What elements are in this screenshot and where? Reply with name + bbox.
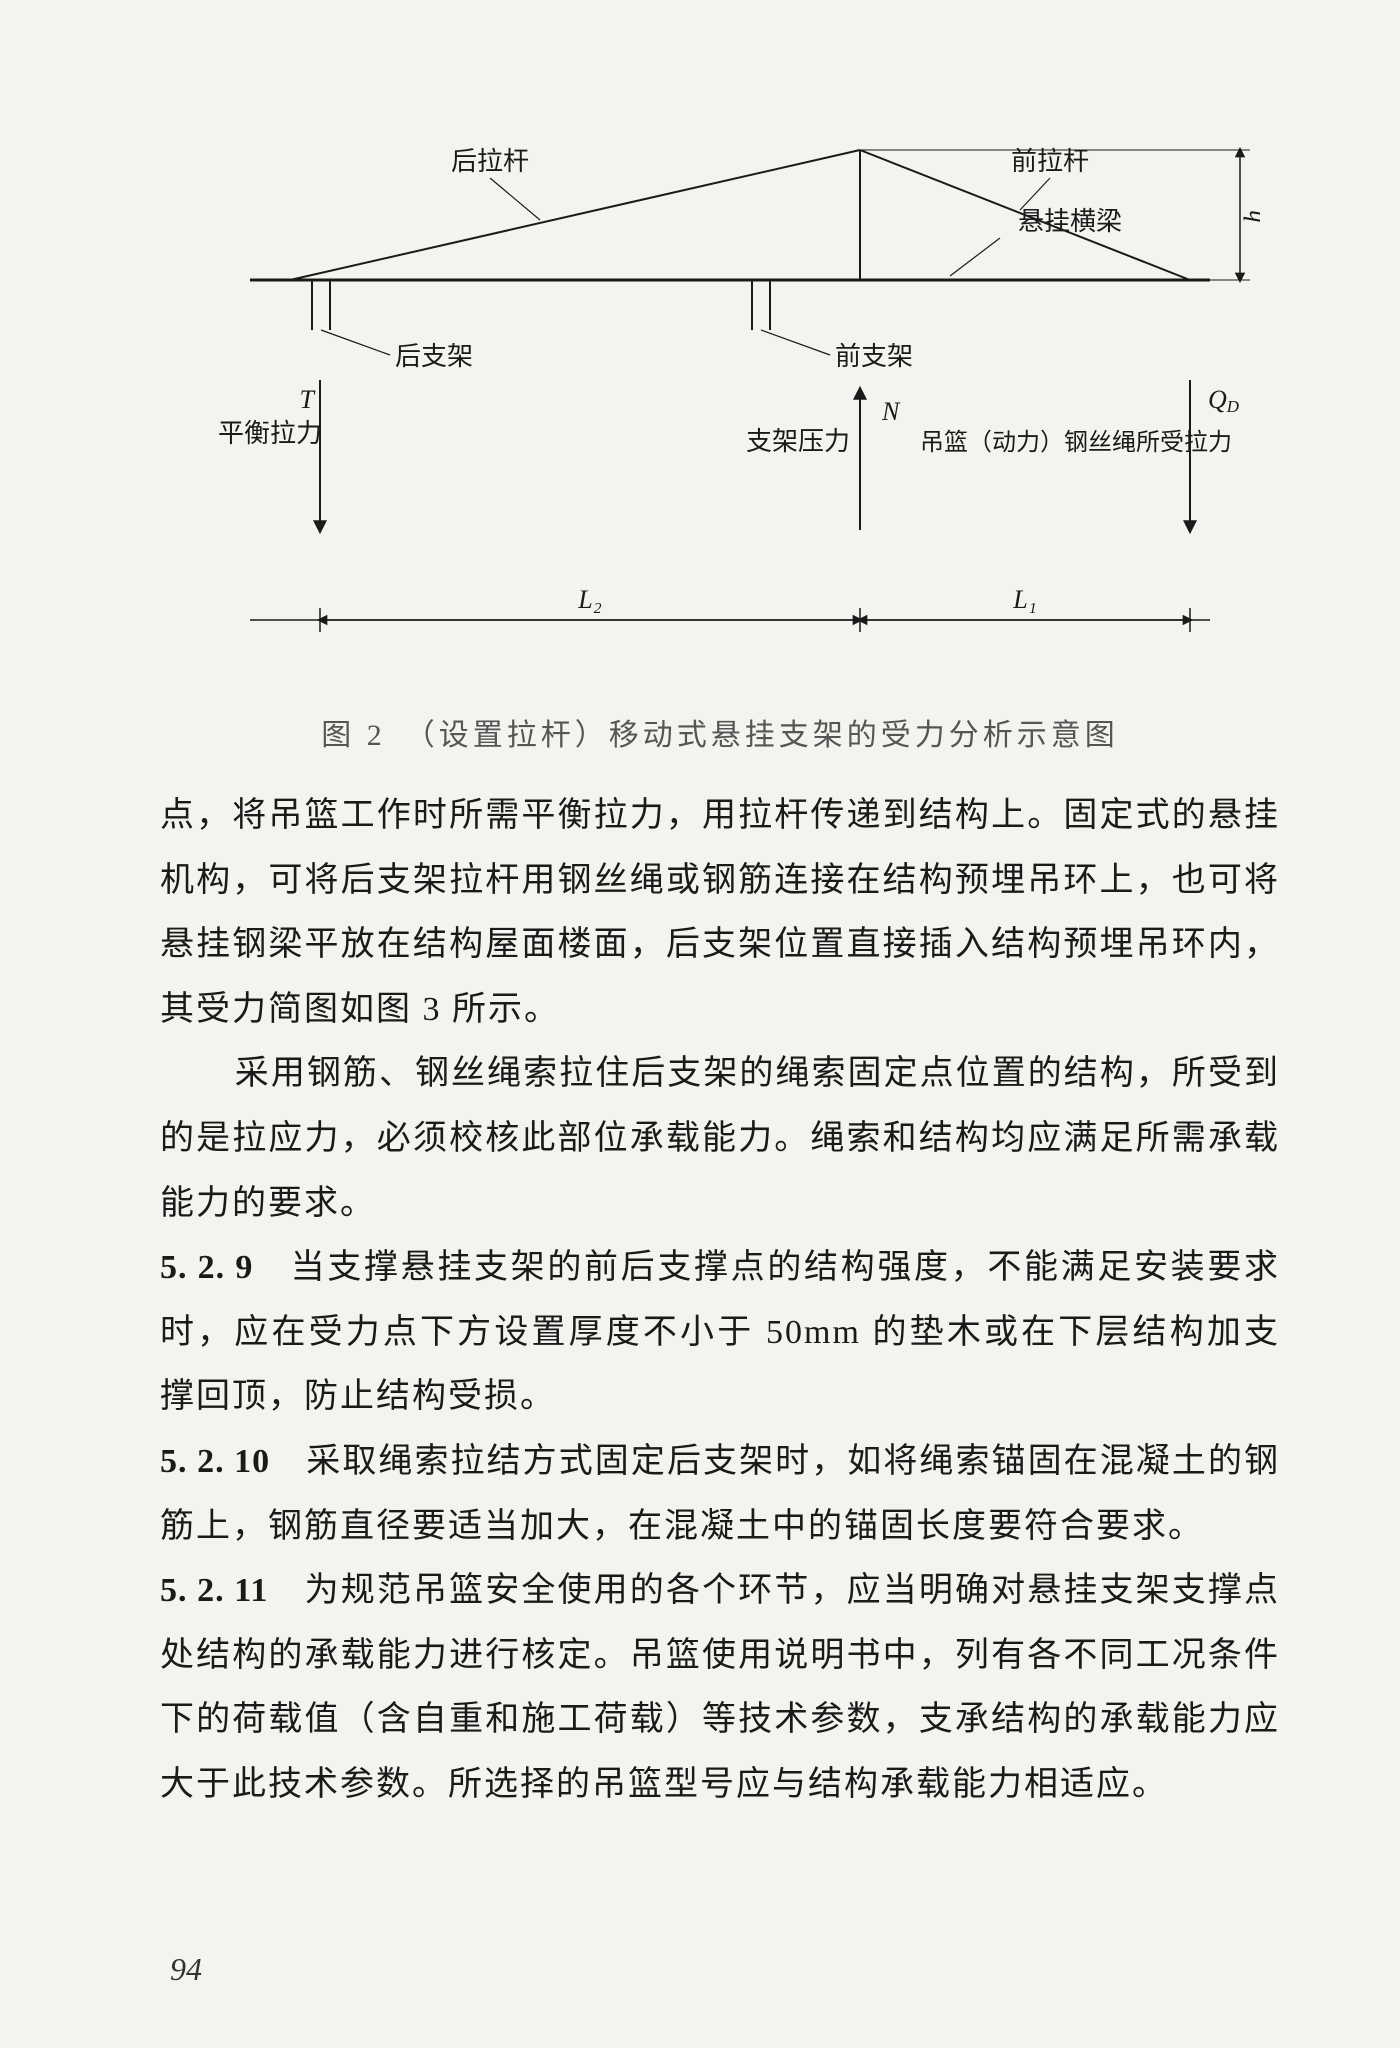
figure-2-diagram: h 后拉杆 前拉杆悬挂横梁后支架 前支架 T 平衡拉力 N 支架压力 QD 吊篮（动力）钢丝绳所受…	[180, 120, 1260, 680]
label-hang-beam: 悬挂横梁	[1018, 207, 1122, 236]
symbol-QD: QD	[1208, 385, 1239, 416]
page-number: 94	[170, 1951, 202, 1988]
label-rear-support: 后支架	[395, 342, 473, 371]
dim-L2-label: L₂	[577, 585, 602, 614]
label-N: 支架压力	[746, 427, 850, 456]
label-QD: 吊篮（动力）钢丝绳所受拉力	[920, 429, 1232, 456]
section-number: 5. 2. 9	[160, 1249, 253, 1286]
section-5-2-10: 5. 2. 10 采取绳索拉结方式固定后支架时，如将绳索锚固在混凝土的钢筋上，钢…	[160, 1430, 1280, 1559]
dim-h-label: h	[1239, 210, 1260, 223]
section-text: 当支撑悬挂支架的前后支撑点的结构强度，不能满足安装要求时，应在受力点下方设置厚度…	[160, 1249, 1280, 1415]
symbol-N: N	[881, 397, 901, 426]
label-front-support: 前支架	[835, 342, 913, 371]
diagram-svg: h 后拉杆 前拉杆悬挂横梁后支架 前支架 T 平衡拉力 N 支架压力 QD 吊篮（动力）钢丝绳所受…	[180, 120, 1260, 680]
label-T: 平衡拉力	[218, 419, 322, 448]
section-number: 5. 2. 10	[160, 1443, 270, 1480]
paragraph: 采用钢筋、钢丝绳索拉住后支架的绳索固定点位置的结构，所受到的是拉应力，必须校核此…	[160, 1042, 1280, 1236]
section-5-2-11: 5. 2. 11 为规范吊篮安全使用的各个环节，应当明确对悬挂支架支撑点处结构的…	[160, 1559, 1280, 1817]
dim-L1-label: L₁	[1012, 585, 1037, 614]
body-text: 点，将吊篮工作时所需平衡拉力，用拉杆传递到结构上。固定式的悬挂机构，可将后支架拉…	[160, 784, 1280, 1818]
label-rear-rod: 后拉杆	[451, 147, 529, 176]
section-text: 为规范吊篮安全使用的各个环节，应当明确对悬挂支架支撑点处结构的承载能力进行核定。…	[160, 1572, 1280, 1803]
symbol-T: T	[300, 385, 316, 414]
page: h 后拉杆 前拉杆悬挂横梁后支架 前支架 T 平衡拉力 N 支架压力 QD 吊篮（动力）钢丝绳所受…	[0, 0, 1400, 2048]
paragraph-continuation: 点，将吊篮工作时所需平衡拉力，用拉杆传递到结构上。固定式的悬挂机构，可将后支架拉…	[160, 784, 1280, 1042]
label-front-rod: 前拉杆	[1011, 147, 1089, 176]
figure-caption: 图 2 （设置拉杆）移动式悬挂支架的受力分析示意图	[160, 710, 1280, 754]
section-5-2-9: 5. 2. 9 当支撑悬挂支架的前后支撑点的结构强度，不能满足安装要求时，应在受…	[160, 1236, 1280, 1430]
section-number: 5. 2. 11	[160, 1572, 268, 1609]
section-text: 采取绳索拉结方式固定后支架时，如将绳索锚固在混凝土的钢筋上，钢筋直径要适当加大，…	[160, 1443, 1280, 1545]
